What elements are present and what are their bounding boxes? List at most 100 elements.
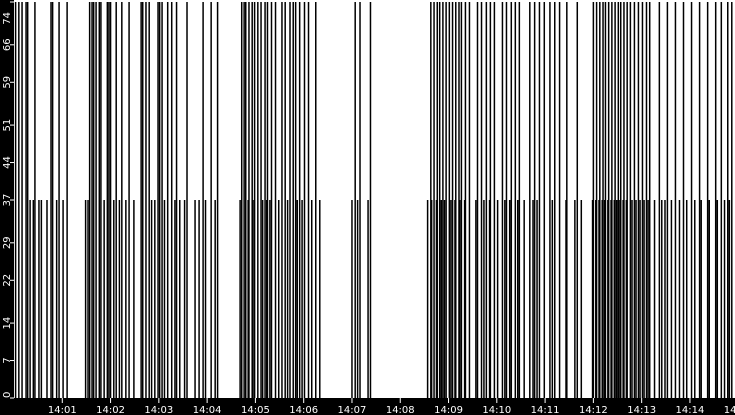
spike-bar <box>40 200 43 398</box>
spike-bar <box>622 200 624 398</box>
spike-bar <box>240 2 243 398</box>
spike-bar <box>32 200 35 398</box>
spike-bar <box>310 200 313 398</box>
spike-bar <box>166 2 169 398</box>
spike-bar <box>433 2 435 398</box>
spike-bar <box>66 2 68 398</box>
spike-bar <box>607 200 609 398</box>
spike-bar <box>700 200 702 398</box>
spike-bar <box>625 200 628 398</box>
spike-bar <box>639 200 641 398</box>
spike-bar <box>25 2 27 398</box>
spike-bar <box>670 200 673 398</box>
spike-bar <box>150 200 153 398</box>
spike-bar <box>496 200 499 398</box>
spike-bar <box>106 2 109 398</box>
spike-bar <box>294 2 297 398</box>
spike-bar <box>523 200 525 398</box>
x-tick-label: 14:06 <box>289 405 318 415</box>
spike-bar <box>532 200 534 398</box>
spike-bar <box>602 2 604 398</box>
spike-bar <box>615 200 618 398</box>
y-tick-label: 7 <box>2 357 13 363</box>
spike-bar <box>319 200 321 398</box>
spike-bar <box>87 200 89 398</box>
spike-bar <box>518 2 521 398</box>
spike-bar <box>121 2 123 398</box>
spike-bar <box>92 2 95 398</box>
spike-bar <box>716 200 719 398</box>
spike-bar <box>448 2 451 398</box>
spike-bar <box>252 200 254 398</box>
spike-bar <box>88 2 91 398</box>
spike-bar <box>455 2 457 398</box>
y-axis: 0 7 14 22 29 37 44 51 59 66 74 <box>2 1 14 399</box>
spike-bar <box>504 200 506 398</box>
spike-bar <box>619 2 622 398</box>
spike-bar <box>443 200 446 398</box>
spike-bar <box>601 200 603 398</box>
spike-bar <box>664 200 666 398</box>
spike-bar <box>610 200 612 398</box>
spike-bar <box>296 200 298 398</box>
spike-bar <box>274 2 277 398</box>
spike-bar <box>451 2 454 398</box>
spike-bar <box>216 2 219 398</box>
spike-bar <box>100 2 102 398</box>
spike-bar <box>179 200 181 398</box>
spike-bar <box>430 200 433 398</box>
spike-bar <box>359 2 361 398</box>
spike-bar <box>91 2 93 398</box>
spike-bar <box>265 200 268 398</box>
spike-bar <box>682 2 685 398</box>
spike-bar <box>51 2 54 398</box>
spike-bar <box>289 2 291 398</box>
spike-bar <box>475 200 477 398</box>
spike-bar <box>723 200 726 398</box>
spike-bar <box>286 200 289 398</box>
spike-bar <box>98 2 101 398</box>
spike-bar <box>298 2 301 398</box>
spike-bar <box>257 2 259 398</box>
spike-bar <box>678 200 681 398</box>
spike-bar <box>595 2 598 398</box>
spike-bar <box>626 2 628 398</box>
spike-bar <box>243 2 245 398</box>
x-tick-label: 14:10 <box>482 405 511 415</box>
spike-bar <box>369 2 372 398</box>
x-tick-label: 14:11 <box>531 405 560 415</box>
spike-bar <box>603 200 606 398</box>
spike-bar <box>619 200 621 398</box>
spike-bar <box>653 200 656 398</box>
spike-bar <box>485 2 488 398</box>
spike-bar <box>148 2 150 398</box>
x-tick-label: 14:08 <box>386 405 415 415</box>
spike-bar <box>269 200 271 398</box>
spike-bar <box>248 2 250 398</box>
spike-bar <box>558 2 561 398</box>
spike-bar <box>186 2 188 398</box>
spike-bar <box>595 200 597 398</box>
spike-bar <box>140 2 142 398</box>
spike-bar <box>674 2 677 398</box>
spike-bar <box>253 2 256 398</box>
spike-bar <box>251 2 253 398</box>
spike-bar <box>367 200 369 398</box>
spike-bar <box>58 2 60 398</box>
spike-bar <box>580 200 583 398</box>
spike-bar <box>631 200 633 398</box>
spike-bar <box>154 200 156 398</box>
spike-bar <box>731 2 733 398</box>
spike-bar <box>617 2 620 398</box>
spike-bar <box>714 2 717 398</box>
spike-bar <box>34 2 36 398</box>
spike-bar <box>158 2 161 398</box>
spike-bar <box>661 200 663 398</box>
spike-bar <box>611 2 613 398</box>
spike-bar <box>464 2 467 398</box>
x-tick-label: 14:04 <box>193 405 222 415</box>
spike-bar <box>549 2 551 398</box>
spike-bar <box>84 200 87 398</box>
